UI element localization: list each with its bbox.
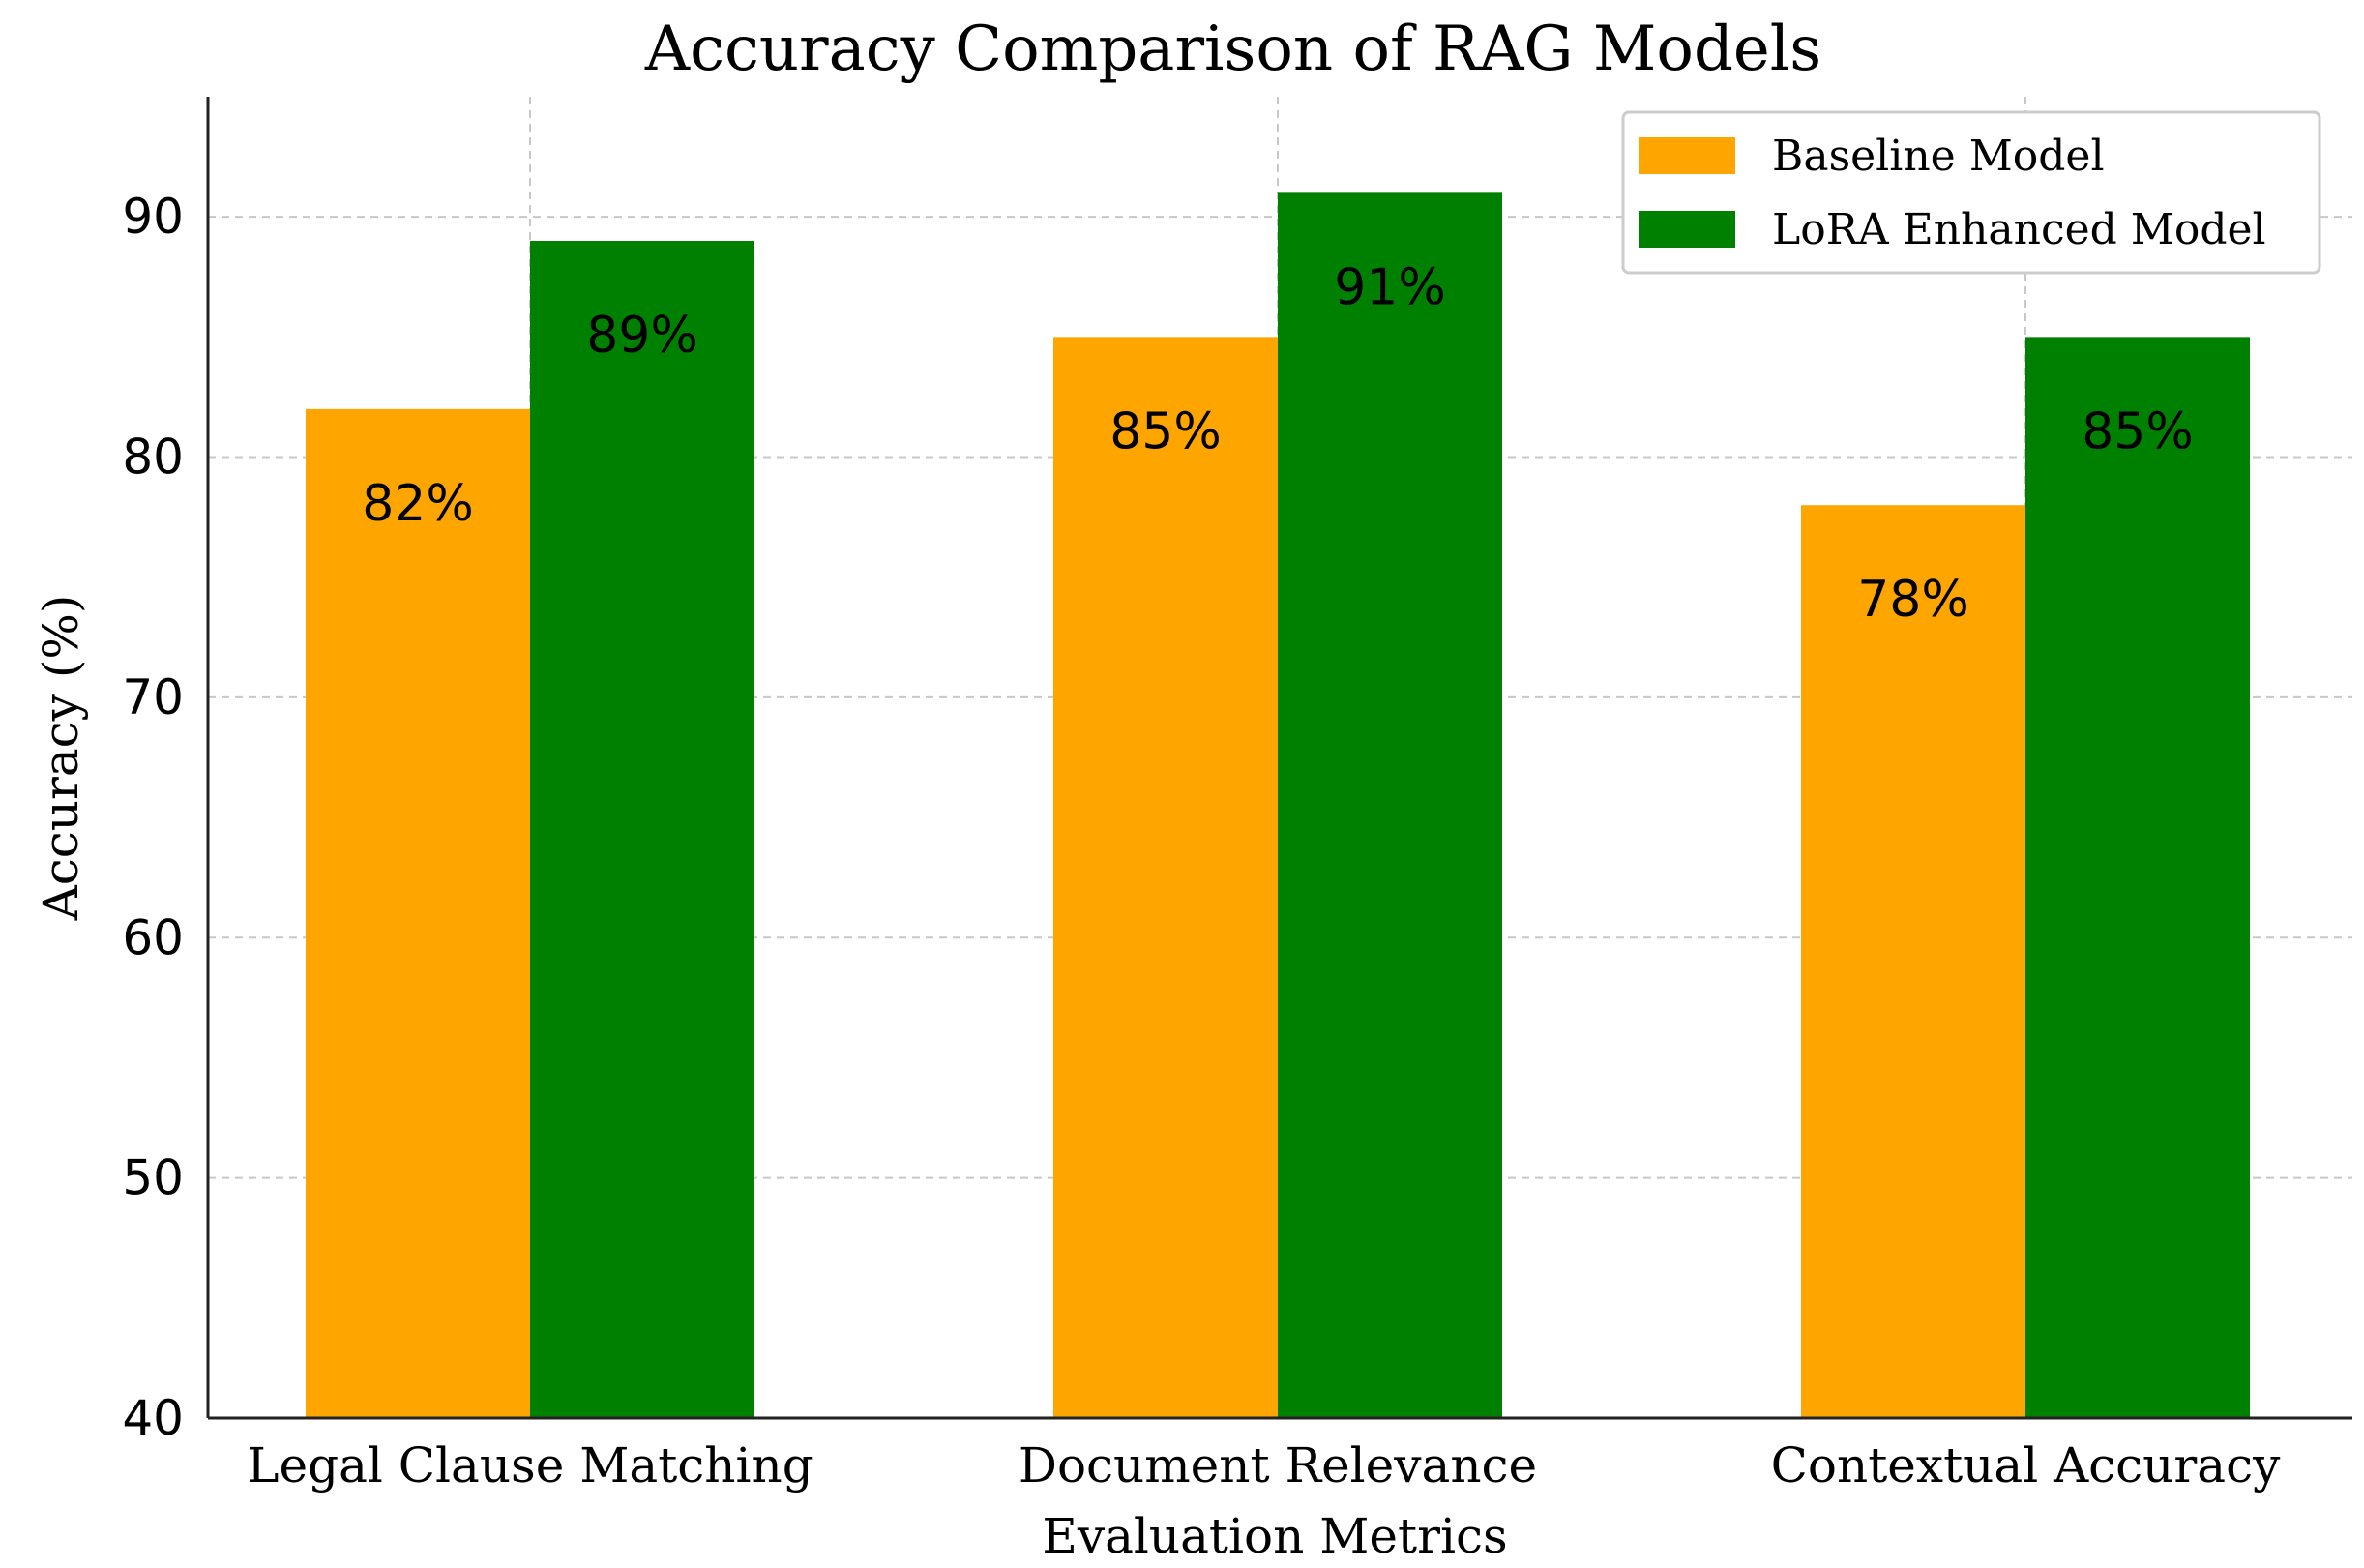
legend: Baseline Model LoRA Enhanced Model bbox=[1621, 110, 2321, 275]
y-tick-label: 90 bbox=[122, 189, 184, 245]
y-tick-label: 80 bbox=[122, 429, 184, 486]
data-label: 89% bbox=[586, 307, 698, 365]
x-category-label: Document Relevance bbox=[1019, 1437, 1537, 1494]
bar-lora-2 bbox=[2025, 337, 2250, 1418]
data-labels: 82% 85% 78% 89% 91% 85% bbox=[362, 258, 2194, 629]
chart-title: Accuracy Comparison of RAG Models bbox=[644, 14, 1821, 85]
data-label: 82% bbox=[362, 475, 474, 533]
data-label: 91% bbox=[1334, 258, 1446, 316]
bar-baseline-2 bbox=[1801, 505, 2025, 1418]
y-tick-labels: 40 50 60 70 80 90 bbox=[122, 189, 184, 1446]
bar-lora-1 bbox=[1278, 192, 1502, 1418]
x-category-label: Legal Clause Matching bbox=[247, 1437, 813, 1494]
legend-swatch-baseline bbox=[1639, 137, 1735, 174]
bar-baseline-0 bbox=[306, 408, 530, 1418]
y-tick-label: 60 bbox=[122, 909, 184, 965]
data-label: 78% bbox=[1857, 571, 1969, 629]
x-category-labels: Legal Clause Matching Document Relevance C… bbox=[247, 1437, 2281, 1494]
bar-baseline-1 bbox=[1053, 337, 1278, 1418]
y-axis-title: Accuracy (%) bbox=[33, 595, 89, 922]
x-category-label: Contextual Accuracy bbox=[1771, 1437, 2281, 1494]
x-axis-title: Evaluation Metrics bbox=[1042, 1508, 1507, 1564]
data-label: 85% bbox=[1109, 402, 1222, 460]
bars bbox=[306, 192, 2250, 1418]
legend-label: Baseline Model bbox=[1772, 132, 2105, 181]
y-tick-label: 70 bbox=[122, 669, 184, 725]
legend-frame bbox=[1621, 110, 2321, 275]
bar-lora-0 bbox=[530, 241, 754, 1418]
data-label: 85% bbox=[2082, 402, 2194, 460]
y-tick-label: 50 bbox=[122, 1150, 184, 1206]
y-tick-label: 40 bbox=[122, 1390, 184, 1446]
legend-swatch-lora bbox=[1639, 211, 1735, 248]
legend-label: LoRA Enhanced Model bbox=[1772, 205, 2266, 254]
